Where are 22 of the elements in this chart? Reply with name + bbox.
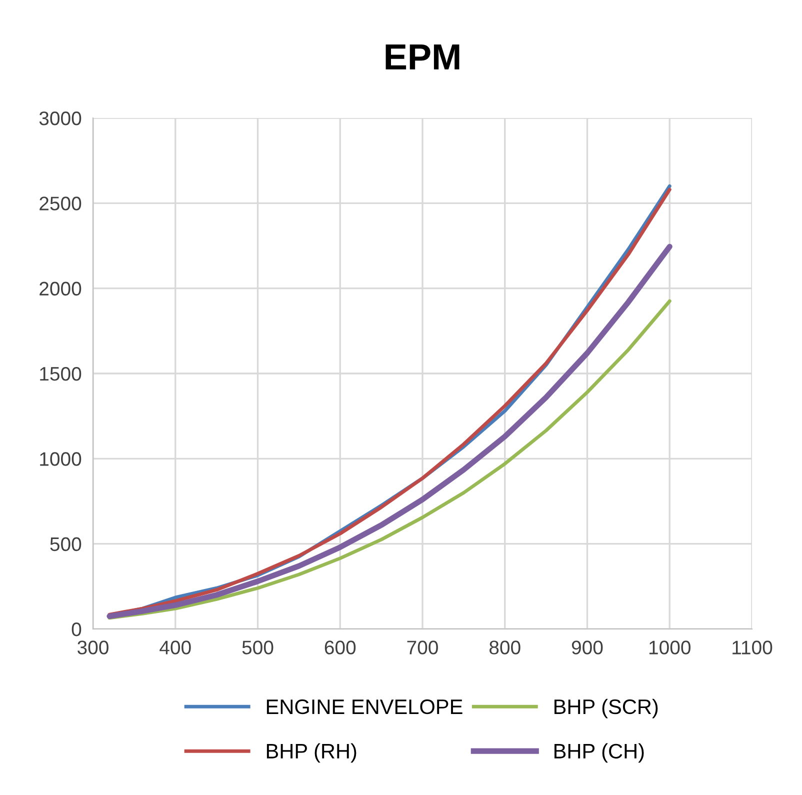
- legend-label: BHP (RH): [266, 743, 356, 763]
- x-tick-label: 1000: [649, 640, 690, 654]
- x-tick-label: 600: [324, 640, 356, 654]
- x-tick-label: 300: [78, 640, 108, 654]
- y-tick-label: 1500: [40, 366, 82, 381]
- y-tick-label: 1000: [40, 452, 82, 466]
- y-tick-label: 500: [50, 537, 82, 552]
- chart-title: EPM: [386, 44, 460, 70]
- line-series: [108, 299, 672, 620]
- legend-label: BHP (CH): [554, 743, 644, 763]
- legend-label: BHP (SCR): [554, 698, 658, 718]
- y-tick-label: 2500: [40, 196, 82, 210]
- x-tick-label: 900: [572, 640, 603, 654]
- x-tick-label: 500: [242, 640, 274, 654]
- x-tick-label: 400: [160, 640, 191, 654]
- x-tick-label: 700: [407, 640, 438, 654]
- y-tick-label: 2000: [40, 282, 82, 296]
- legend-label: ENGINE ENVELOPE: [266, 699, 462, 714]
- y-tick-label: 0: [72, 622, 82, 636]
- x-tick-label: 1100: [732, 640, 772, 654]
- y-tick-label: 3000: [39, 111, 82, 126]
- x-tick-label: 800: [490, 640, 520, 654]
